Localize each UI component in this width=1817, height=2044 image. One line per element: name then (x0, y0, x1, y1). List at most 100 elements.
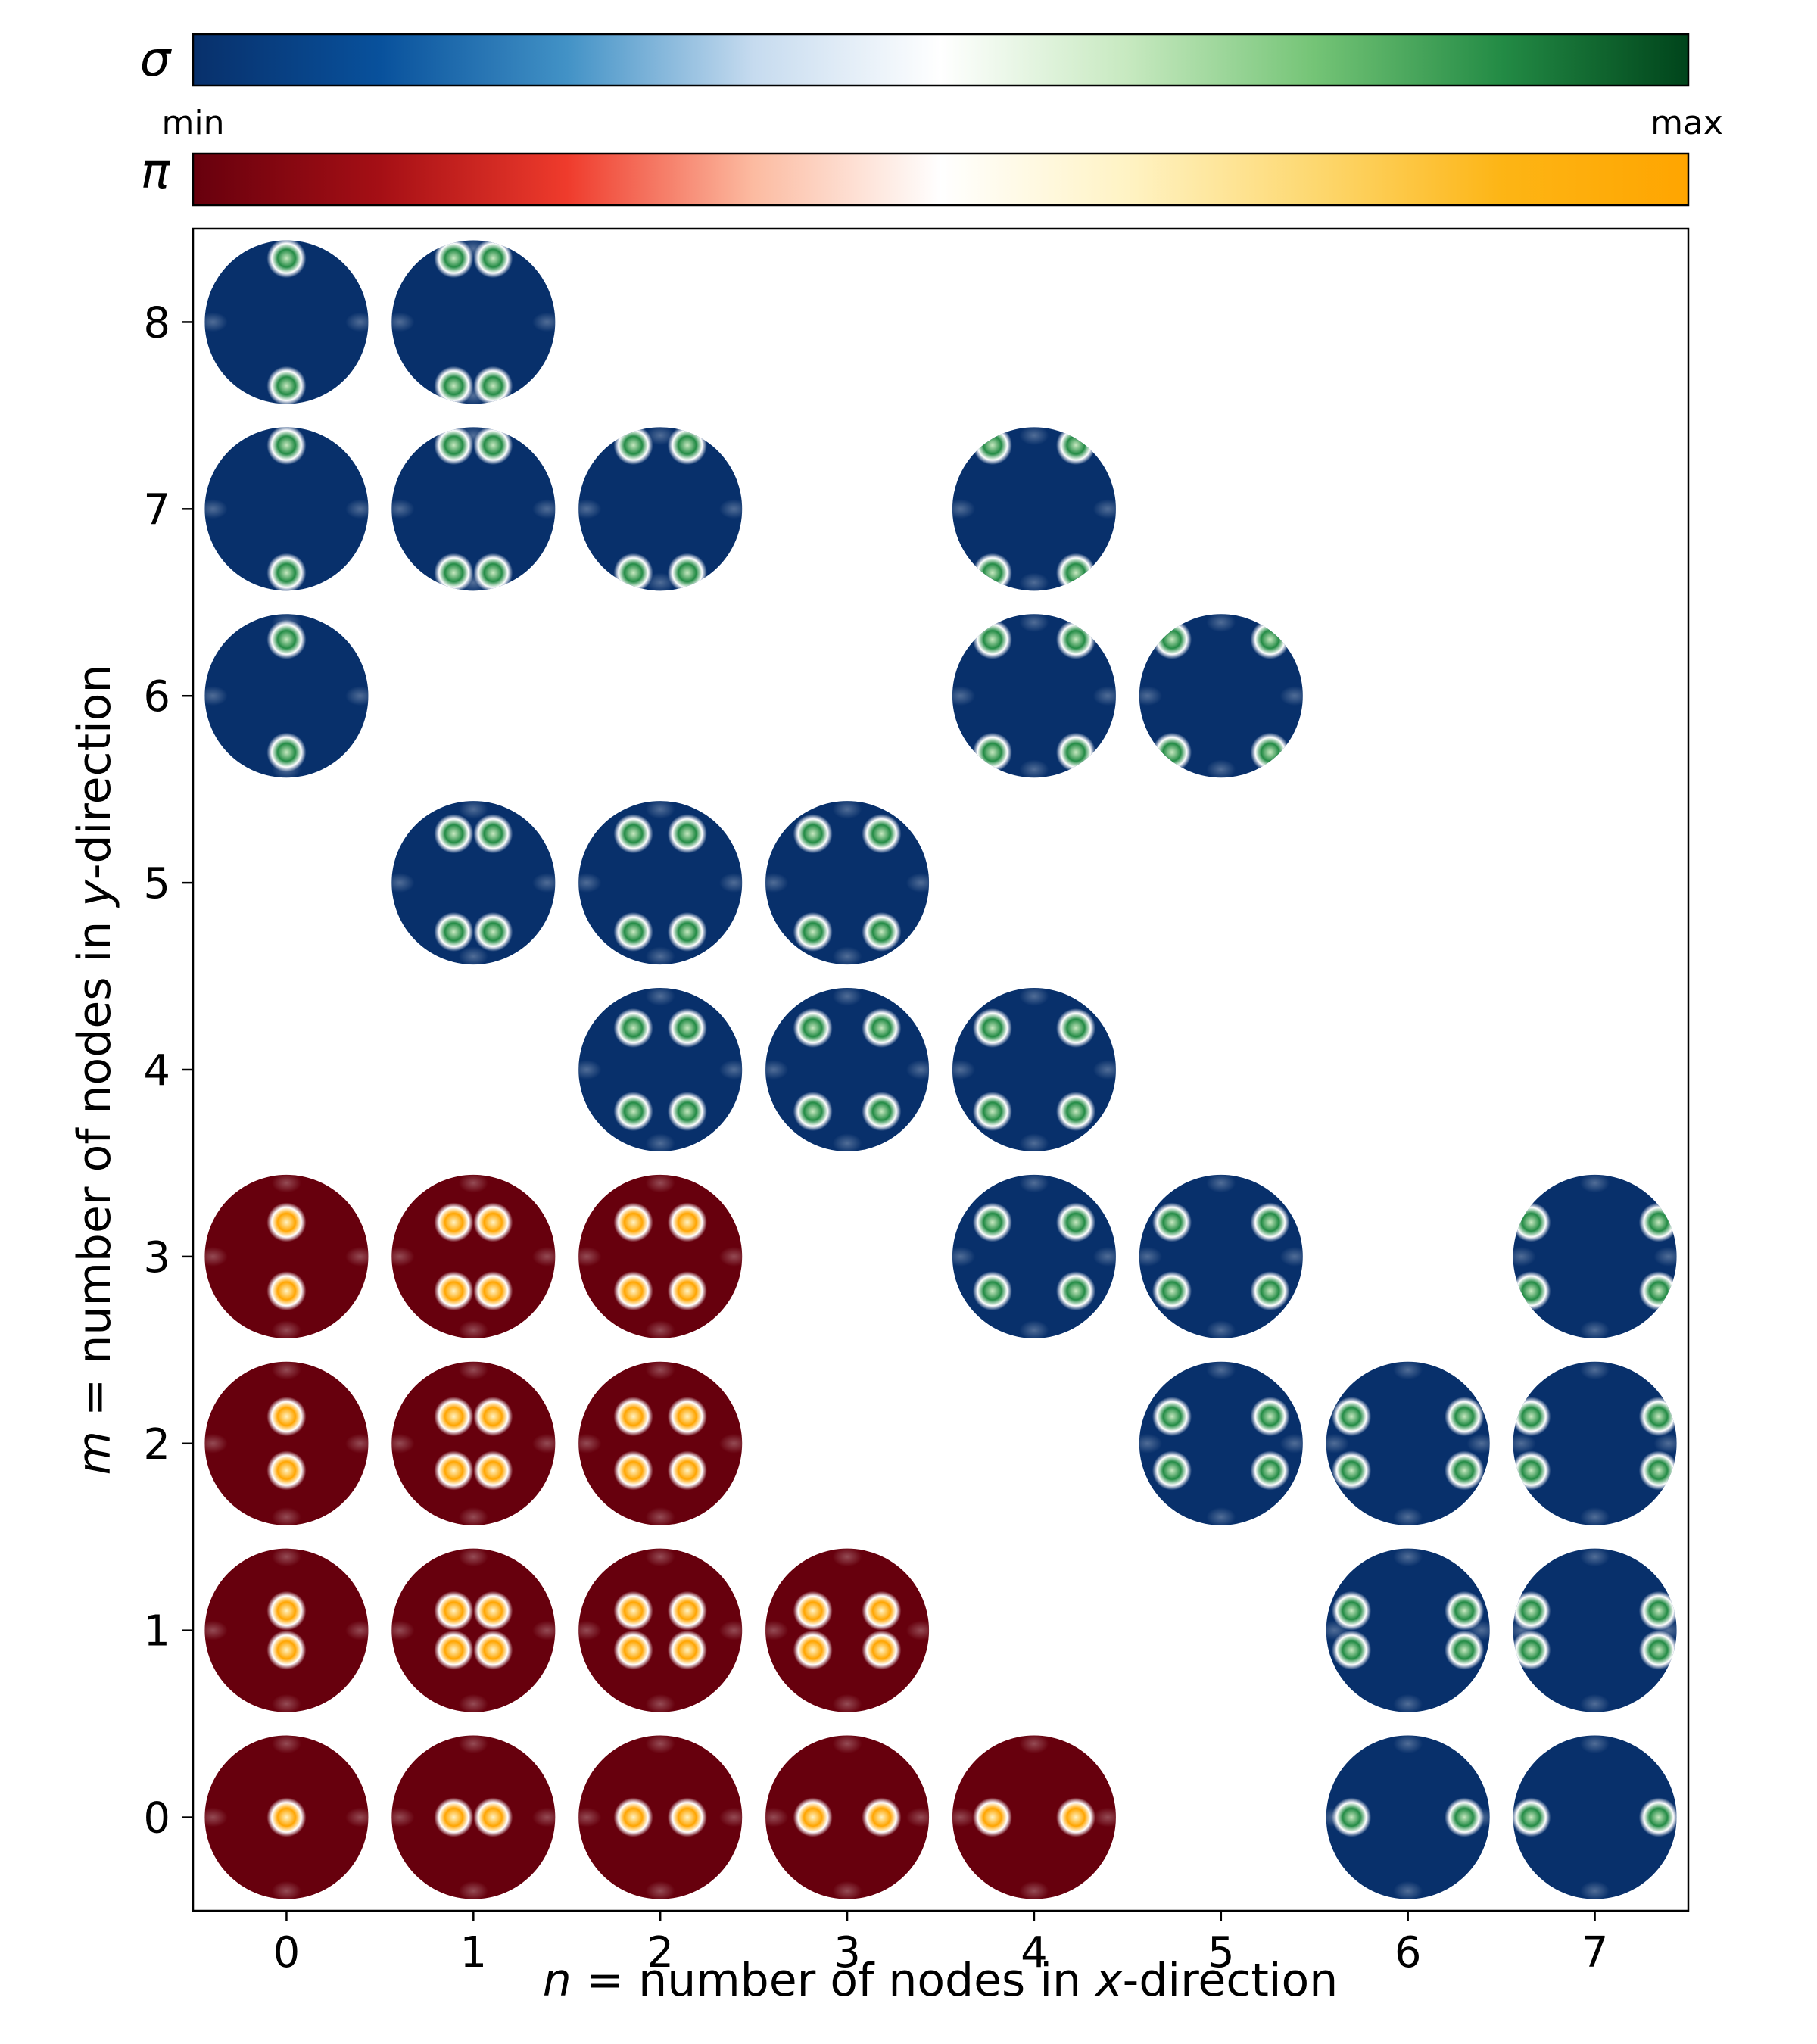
sigma-mode-peak (862, 814, 902, 854)
sigma-mode-disk (765, 988, 930, 1151)
sigma-mode-fringe (952, 1060, 976, 1080)
pi-mode-fringe (458, 1548, 488, 1567)
pi-mode-background (765, 1735, 930, 1899)
modes-layer (204, 240, 1677, 1899)
pi-mode-peak (862, 1797, 902, 1837)
pi-mode-fringe (578, 1433, 602, 1454)
sigma-mode-peak (613, 814, 653, 854)
pi-mode-background (391, 1174, 556, 1338)
sigma-mode-peak (473, 553, 513, 591)
sigma-mode-peak (793, 911, 833, 952)
pi-mode-fringe (578, 1807, 602, 1827)
pi-mode-fringe (578, 1246, 602, 1267)
sigma-mode-fringe (645, 427, 675, 446)
sigma-mode-peak (613, 911, 653, 952)
sigma-mode-peak (473, 911, 513, 952)
sigma-mode-background (391, 240, 556, 404)
sigma-mode-peak (667, 911, 707, 952)
sigma-mode-fringe (1019, 427, 1049, 446)
sigma-mode-fringe (391, 873, 415, 893)
sigma-mode-peak (266, 732, 307, 772)
pi-mode-fringe (458, 1693, 488, 1712)
sigma-mode-peak (862, 1008, 902, 1048)
pi-mode-peak (434, 1397, 474, 1437)
sigma-mode-peak (266, 553, 307, 591)
sigma-mode-peak (793, 814, 833, 854)
sigma-mode-fringe (1019, 1320, 1049, 1338)
sigma-mode-fringe (1653, 1246, 1677, 1267)
sigma-mode-fringe (1580, 1693, 1610, 1712)
pi-mode-disk (391, 1735, 556, 1899)
pi-mode-fringe (391, 1433, 415, 1454)
sigma-mode-fringe (1580, 1548, 1610, 1567)
sigma-mode-fringe (1580, 1320, 1610, 1338)
pi-mode-peak (266, 1630, 307, 1670)
pi-mode-fringe (832, 1693, 862, 1712)
sigma-mode-fringe (1092, 499, 1116, 519)
sigma-mode-disk (1513, 1548, 1677, 1712)
x-tick-label: 2 (647, 1928, 674, 1977)
sigma-mode-peak (667, 1092, 707, 1132)
sigma-mode-peak (1250, 1271, 1290, 1311)
sigma-mode-fringe (718, 499, 743, 519)
pi-mode-disk (765, 1548, 930, 1712)
sigma-mode-disk (1326, 1735, 1490, 1899)
sigma-mode-peak (862, 1092, 902, 1132)
pi-mode-fringe (1092, 1807, 1116, 1827)
pi-mode-peak (266, 1397, 307, 1437)
sigma-mode-background (204, 427, 369, 591)
sigma-mode-fringe (1139, 1433, 1163, 1454)
sigma-mode-peak (793, 1008, 833, 1048)
sigma-mode-fringe (1206, 1320, 1236, 1338)
sigma-mode-peak (434, 814, 474, 854)
sigma-mode-peak (434, 366, 474, 404)
pi-mode-background (391, 1361, 556, 1525)
sigma-mode-background (1513, 1174, 1677, 1338)
pi-mode-fringe (832, 1880, 862, 1899)
sigma-colorbar: σ min max (140, 32, 1723, 142)
sigma-mode-fringe (1206, 759, 1236, 778)
sigma-mode-peak (266, 427, 307, 466)
pi-mode-peak (266, 1202, 307, 1242)
pi-mode-fringe (832, 1735, 862, 1754)
pi-mode-peak (266, 1450, 307, 1491)
y-axis-label: m = number of nodes in y-direction (68, 665, 121, 1475)
pi-mode-disk (578, 1735, 743, 1899)
sigma-mode-peak (1332, 1630, 1372, 1670)
pi-mode-fringe (765, 1807, 789, 1827)
sigma-mode-fringe (1466, 1433, 1490, 1454)
pi-mode-fringe (204, 1246, 228, 1267)
pi-mode-peak (667, 1630, 707, 1670)
sigma-mode-disk (952, 988, 1116, 1151)
sigma-mode-peak (613, 1092, 653, 1132)
sigma-mode-fringe (765, 873, 789, 893)
pi-mode-disk (204, 1174, 369, 1338)
sigma-mode-peak (1638, 1630, 1677, 1670)
pi-mode-fringe (391, 1246, 415, 1267)
sigma-mode-fringe (1206, 1174, 1236, 1193)
sigma-mode-disk (204, 614, 369, 778)
sigma-mode-fringe (1092, 1060, 1116, 1080)
x-tick-label: 3 (834, 1928, 861, 1977)
pi-mode-peak (434, 1630, 474, 1670)
pi-mode-fringe (271, 1548, 301, 1567)
sigma-mode-disk (578, 988, 743, 1151)
sigma-mode-background (765, 988, 930, 1151)
pi-mode-peak (473, 1271, 513, 1311)
sigma-mode-peak (1056, 1008, 1096, 1048)
sigma-mode-peak (1445, 1397, 1485, 1437)
pi-mode-peak (667, 1271, 707, 1311)
sigma-mode-peak (1152, 1397, 1192, 1437)
sigma-mode-peak (1152, 1271, 1192, 1311)
pi-mode-fringe (532, 1620, 556, 1640)
pi-mode-fringe (345, 1246, 369, 1267)
x-tick-label: 0 (273, 1928, 301, 1977)
sigma-mode-fringe (645, 946, 675, 965)
sigma-mode-fringe (1019, 1174, 1049, 1193)
sigma-mode-fringe (345, 499, 369, 519)
pi-mode-peak (613, 1397, 653, 1437)
axis-ticks: 0 1 2 3 4 5 6 7 0 1 2 3 4 5 6 7 8 (143, 298, 1608, 1977)
pi-mode-disk (578, 1548, 743, 1712)
sigma-mode-fringe (1653, 1433, 1677, 1454)
pi-mode-fringe (645, 1174, 675, 1193)
